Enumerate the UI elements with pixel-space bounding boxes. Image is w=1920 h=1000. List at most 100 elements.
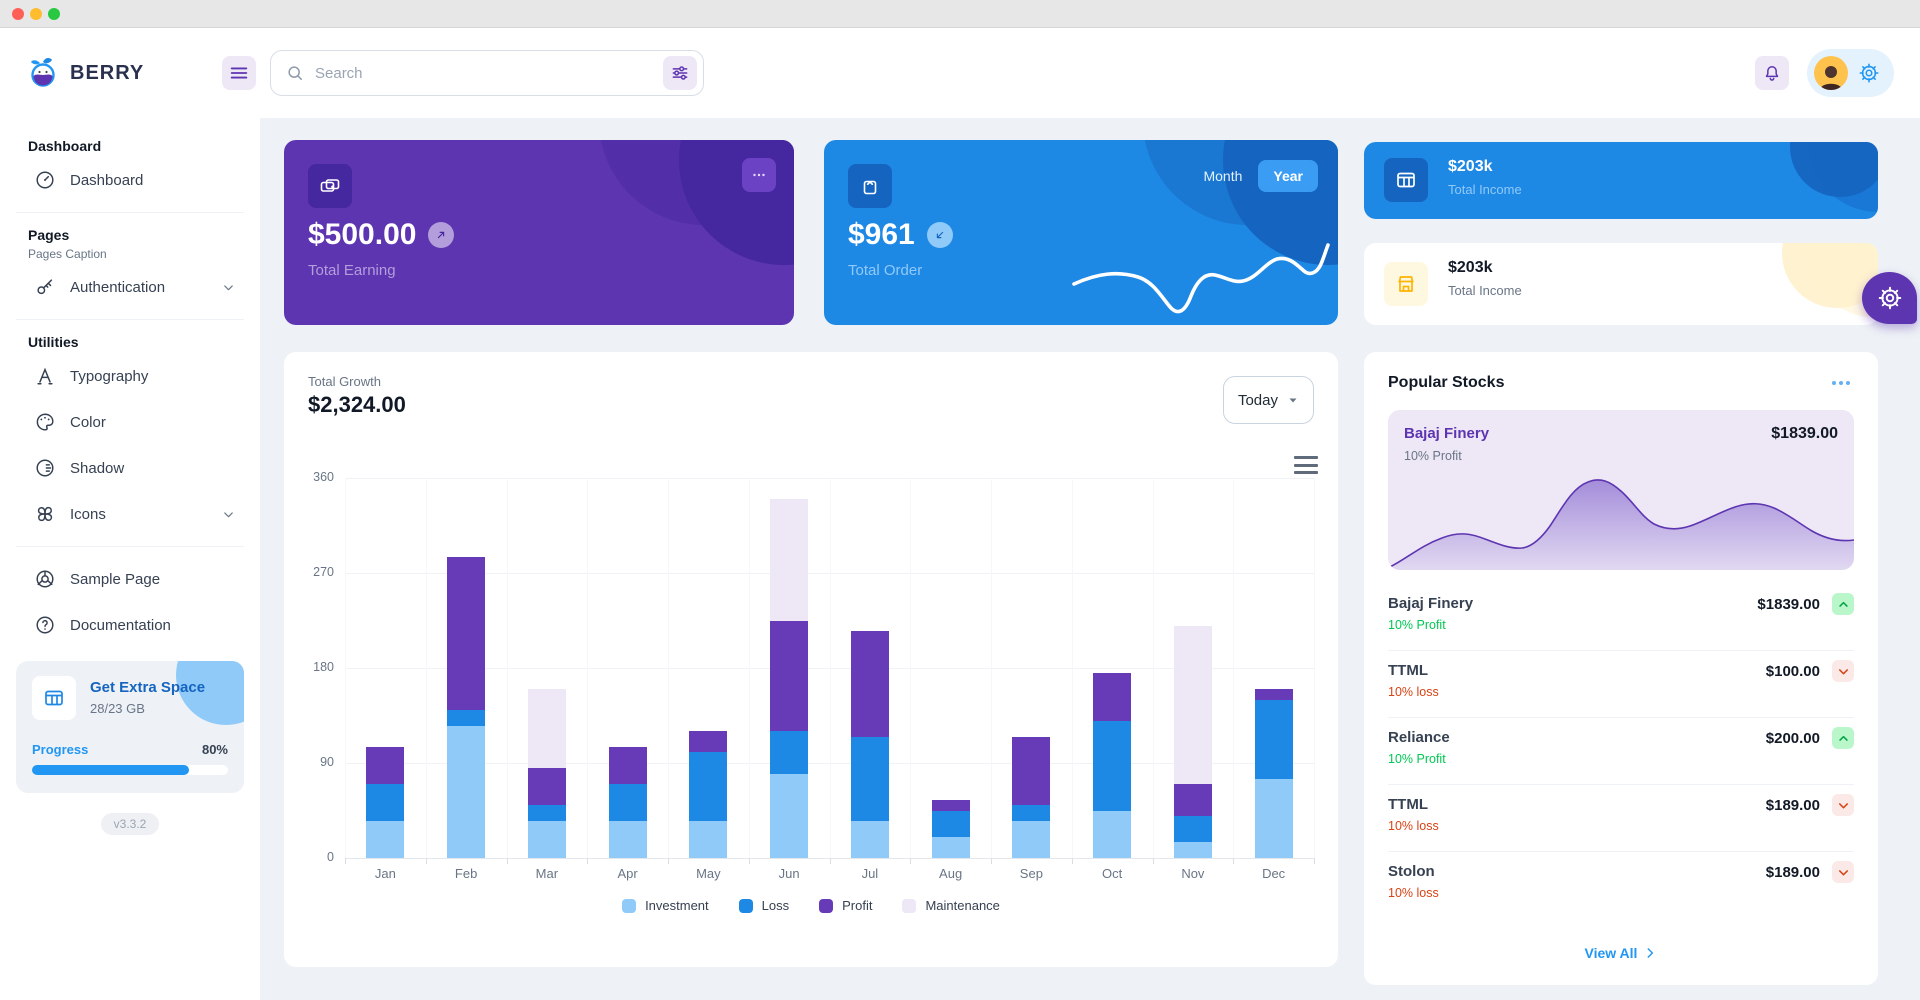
bar-oct [1093, 673, 1132, 858]
chevron-up-badge [1832, 593, 1854, 615]
bar-segment-loss [447, 710, 486, 727]
sidebar-item-color[interactable]: Color [14, 400, 246, 444]
y-axis-label: 270 [313, 565, 334, 579]
featured-stock-name: Bajaj Finery [1404, 425, 1490, 442]
sidebar-item-authentication[interactable]: Authentication [14, 265, 246, 309]
progress-fill [32, 765, 189, 775]
legend-item-loss: Loss [738, 898, 790, 913]
search-input[interactable] [315, 64, 653, 82]
color-icon [34, 411, 56, 433]
legend-swatch [622, 898, 637, 913]
income-light-amount: $203k [1448, 259, 1493, 276]
brand: BERRY [26, 55, 222, 91]
sidebar-item-icons[interactable]: Icons [14, 492, 246, 536]
sidebar-item-label: Authentication [70, 278, 166, 296]
chart-menu-icon[interactable] [1294, 456, 1318, 474]
view-all-link[interactable]: View All [1364, 945, 1878, 961]
total-earning-card: $500.00 Total Earning [284, 140, 794, 325]
month-toggle-button[interactable]: Month [1193, 160, 1252, 192]
bar-apr [608, 747, 647, 858]
sidebar-item-dashboard[interactable]: Dashboard [14, 158, 246, 202]
stock-price: $189.00 [1765, 864, 1820, 881]
bar-segment-profit [1254, 689, 1293, 700]
search-filter-button[interactable] [663, 56, 697, 90]
customize-fab-button[interactable] [1862, 272, 1917, 324]
stock-name: Bajaj Finery [1388, 595, 1474, 612]
featured-stock-price: $1839.00 [1771, 425, 1838, 442]
bar-segment-profit [931, 799, 970, 811]
legend-label: Investment [645, 898, 709, 913]
featured-stock-card[interactable]: Bajaj Finery 10% Profit $1839.00 [1388, 410, 1854, 570]
profile-menu-button[interactable] [1807, 49, 1894, 97]
bar-segment-loss [931, 810, 970, 837]
y-axis-label: 360 [313, 470, 334, 484]
total-growth-card: Total Growth $2,324.00 Today Jan Feb Mar Ap… [284, 352, 1338, 967]
bar-segment-loss [527, 805, 566, 822]
close-button[interactable] [12, 8, 24, 20]
stocks-title: Popular Stocks [1388, 374, 1505, 391]
bar-jul [850, 631, 889, 858]
x-axis-label: Nov [1181, 866, 1205, 881]
vertical-gridline [1233, 478, 1235, 858]
stock-change-label: 10% loss [1388, 819, 1439, 833]
year-toggle-button[interactable]: Year [1258, 160, 1318, 192]
earning-label: Total Earning [308, 262, 396, 279]
vertical-gridline [506, 478, 508, 858]
dashboard-icon [34, 169, 56, 191]
bar-segment-investment [1173, 842, 1212, 858]
key-icon [34, 276, 56, 298]
bar-segment-profit [527, 768, 566, 806]
y-axis-label: 90 [320, 755, 334, 769]
sidebar-item-shadow[interactable]: Shadow [14, 446, 246, 490]
bar-segment-loss [689, 752, 728, 822]
version-badge: v3.3.2 [100, 813, 160, 835]
chevron-down-badge [1832, 794, 1854, 816]
table-icon [1384, 158, 1428, 202]
more-horizontal-icon [750, 166, 768, 184]
chart-legend: Investment Loss Profit Maintenance [284, 898, 1338, 913]
search-bar [270, 50, 704, 96]
vertical-gridline [1071, 478, 1073, 858]
x-axis-label: Jul [861, 866, 879, 881]
bar-segment-maintenance [1173, 625, 1212, 785]
sidebar-item-typography[interactable]: Typography [14, 354, 246, 398]
vertical-gridline [587, 478, 589, 858]
legend-item-maintenance: Maintenance [902, 898, 1000, 913]
sidebar-item-documentation[interactable]: Documentation [14, 603, 246, 647]
growth-amount: $2,324.00 [308, 392, 406, 417]
vertical-gridline [829, 478, 831, 858]
bar-segment-loss [770, 731, 809, 774]
chevron-down-badge [1832, 861, 1854, 883]
earning-more-button[interactable] [742, 158, 776, 192]
notifications-button[interactable] [1755, 56, 1789, 90]
income-dark-label: Total Income [1448, 182, 1522, 197]
y-axis-label: 0 [327, 850, 334, 864]
x-axis-label: May [696, 866, 721, 881]
zoom-button[interactable] [48, 8, 60, 20]
x-axis-tick [748, 858, 750, 864]
x-axis-label: Feb [454, 866, 478, 881]
brand-name: BERRY [70, 61, 145, 84]
app-header: BERRY [0, 28, 1920, 118]
sidebar-divider [16, 212, 244, 213]
x-axis-label: Oct [1102, 866, 1123, 881]
sidebar-item-sample-page[interactable]: Sample Page [14, 557, 246, 601]
legend-label: Loss [761, 898, 790, 913]
sidebar-section-caption: Pages Caption [28, 247, 107, 261]
featured-stock-area-chart [1388, 479, 1854, 570]
bar-segment-loss [366, 784, 405, 822]
bar-segment-profit [447, 557, 486, 711]
macos-titlebar [0, 0, 1920, 28]
stocks-more-button[interactable] [1828, 377, 1854, 389]
minimize-button[interactable] [30, 8, 42, 20]
windmill-icon [34, 503, 56, 525]
range-select[interactable]: Today [1222, 376, 1314, 424]
featured-stock-sub: 10% Profit [1404, 449, 1462, 463]
menu-toggle-button[interactable] [222, 56, 256, 90]
sidebar-divider [16, 546, 244, 547]
bar-segment-profit [1012, 736, 1051, 806]
table-icon [32, 676, 76, 720]
progress-bar [32, 765, 228, 775]
sidebar: Dashboard Dashboard Pages Pages Caption Auth… [0, 118, 260, 1000]
income-light-label: Total Income [1448, 283, 1522, 298]
